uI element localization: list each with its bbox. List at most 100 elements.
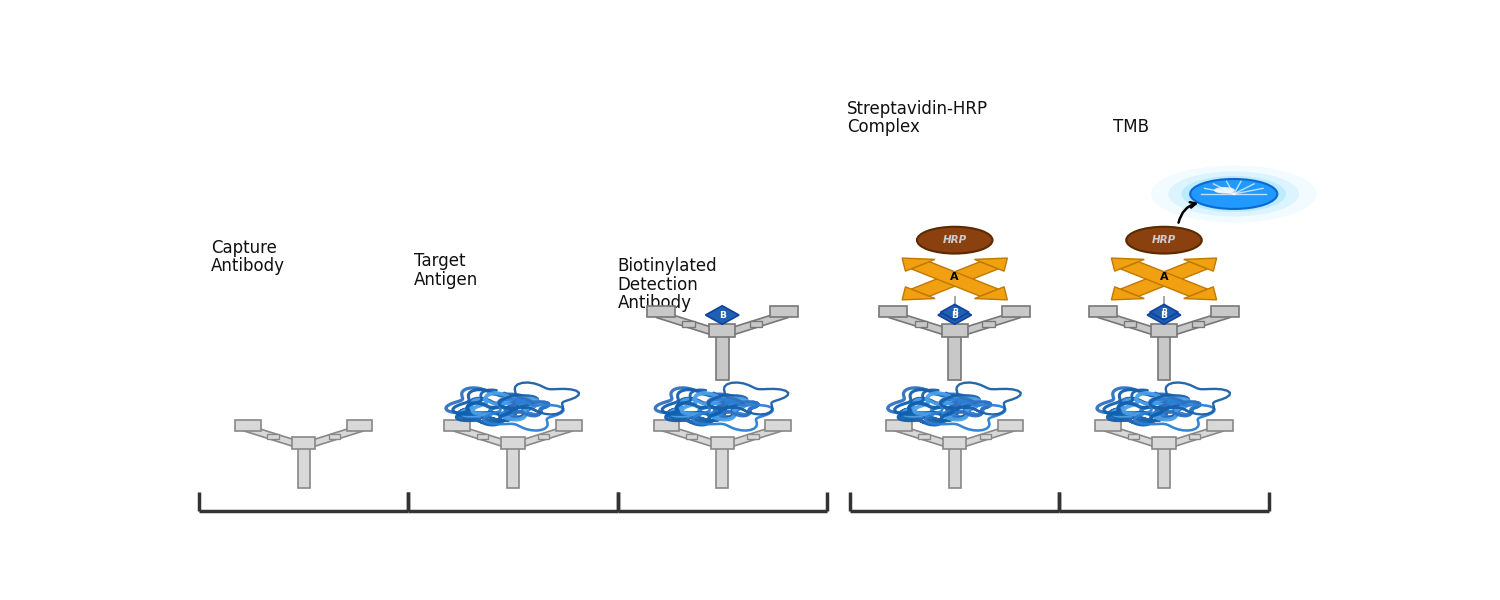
Bar (1095, 421, 1120, 431)
Bar (750, 321, 762, 327)
Text: Complex: Complex (846, 118, 920, 136)
Bar (950, 446, 960, 488)
Ellipse shape (1150, 166, 1317, 223)
Text: Antibody: Antibody (210, 257, 285, 275)
Polygon shape (1148, 306, 1180, 324)
Bar (538, 434, 549, 439)
Bar (501, 437, 525, 449)
Polygon shape (910, 262, 999, 296)
Bar (236, 421, 261, 431)
Polygon shape (243, 427, 308, 448)
Polygon shape (509, 427, 573, 448)
Polygon shape (1150, 304, 1178, 320)
Bar (1150, 324, 1178, 337)
Text: A: A (951, 272, 958, 281)
Text: B: B (1161, 311, 1167, 320)
Polygon shape (1120, 262, 1208, 296)
Bar (1152, 437, 1176, 449)
Polygon shape (910, 262, 999, 296)
Bar (710, 324, 735, 337)
Text: B: B (951, 311, 958, 320)
Text: Antigen: Antigen (414, 271, 478, 289)
Polygon shape (1160, 427, 1224, 448)
Text: Detection: Detection (618, 275, 699, 293)
Text: A: A (1160, 272, 1168, 281)
Bar (942, 324, 968, 337)
Bar (886, 421, 912, 431)
Polygon shape (950, 313, 1022, 337)
Bar (556, 421, 582, 431)
Bar (477, 434, 488, 439)
Text: Streptavidin-HRP: Streptavidin-HRP (846, 100, 988, 118)
Bar (1002, 306, 1031, 317)
Bar (298, 446, 309, 488)
Bar (1212, 306, 1239, 317)
Polygon shape (1104, 427, 1168, 448)
Bar (998, 421, 1023, 431)
Polygon shape (1120, 262, 1208, 296)
Polygon shape (718, 427, 783, 448)
Bar (717, 446, 728, 488)
Polygon shape (902, 287, 934, 300)
Ellipse shape (1126, 227, 1202, 254)
Bar (1190, 434, 1200, 439)
Ellipse shape (1168, 172, 1299, 217)
Polygon shape (888, 313, 960, 337)
Bar (1208, 421, 1233, 431)
Polygon shape (1112, 287, 1144, 300)
Text: HRP: HRP (1152, 235, 1176, 245)
Bar (711, 437, 734, 449)
Bar (686, 434, 698, 439)
Polygon shape (902, 258, 934, 271)
Bar (747, 434, 759, 439)
Bar (1158, 334, 1170, 380)
Polygon shape (975, 287, 1008, 300)
Ellipse shape (1190, 179, 1278, 209)
Bar (982, 321, 994, 327)
Polygon shape (300, 427, 364, 448)
Ellipse shape (916, 227, 993, 254)
Polygon shape (656, 313, 728, 337)
Bar (682, 321, 694, 327)
Bar (444, 421, 470, 431)
Bar (1158, 446, 1170, 488)
Bar (646, 306, 675, 317)
Polygon shape (1098, 313, 1168, 337)
Text: Antibody: Antibody (618, 294, 692, 312)
Polygon shape (938, 306, 972, 324)
Polygon shape (951, 427, 1016, 448)
Text: Biotinylated: Biotinylated (618, 257, 717, 275)
Bar (507, 446, 519, 488)
Bar (1191, 321, 1204, 327)
Bar (765, 421, 790, 431)
Text: B: B (718, 311, 726, 320)
Polygon shape (1184, 287, 1216, 300)
Bar (1128, 434, 1138, 439)
Polygon shape (1112, 258, 1144, 271)
Bar (716, 334, 729, 380)
Polygon shape (717, 313, 789, 337)
Text: HRP: HRP (942, 235, 968, 245)
Ellipse shape (1214, 187, 1234, 194)
Bar (948, 334, 962, 380)
Bar (879, 306, 908, 317)
Bar (267, 434, 279, 439)
Polygon shape (1184, 258, 1216, 271)
Polygon shape (453, 427, 518, 448)
Bar (654, 421, 680, 431)
Text: Capture: Capture (210, 239, 276, 257)
Bar (944, 437, 966, 449)
Ellipse shape (1182, 176, 1286, 212)
Text: TMB: TMB (1113, 118, 1149, 136)
Polygon shape (1160, 313, 1230, 337)
Text: B: B (1161, 308, 1167, 317)
Bar (1089, 306, 1116, 317)
Polygon shape (894, 427, 958, 448)
Bar (770, 306, 798, 317)
Text: B: B (952, 308, 957, 317)
Bar (1124, 321, 1137, 327)
Bar (915, 321, 927, 327)
Polygon shape (940, 304, 969, 320)
Polygon shape (705, 306, 740, 324)
Polygon shape (975, 258, 1008, 271)
